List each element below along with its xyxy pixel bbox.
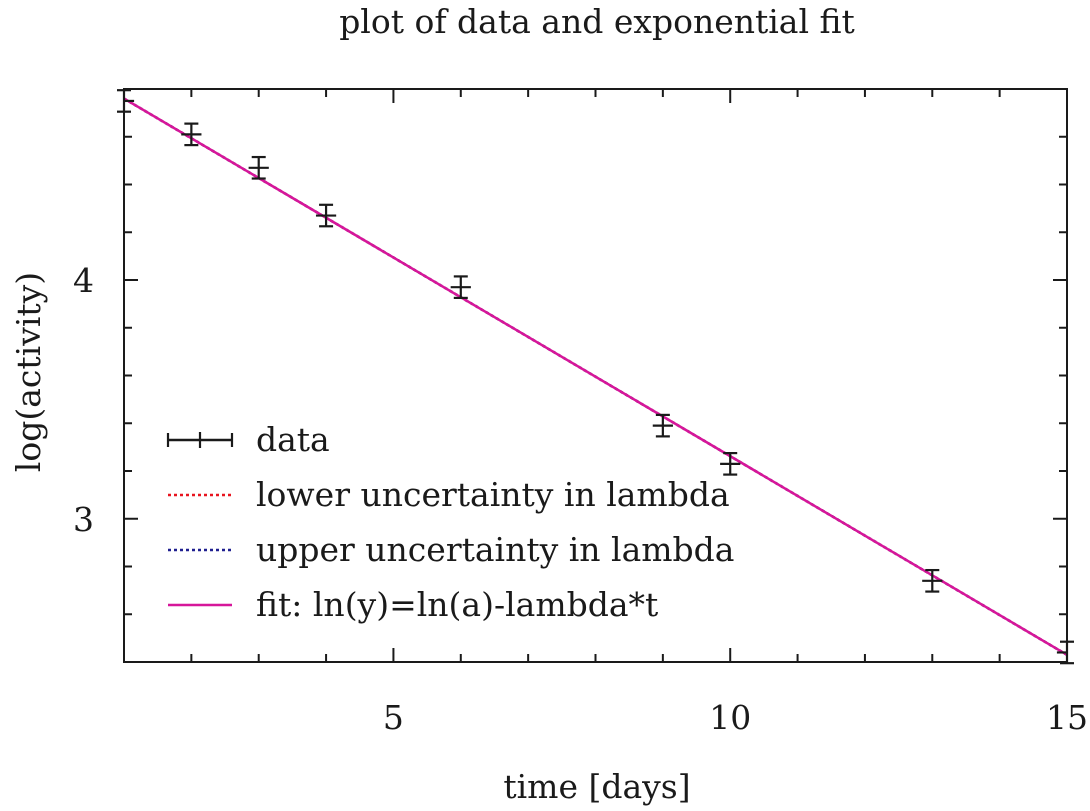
y-tick-label: 4	[73, 261, 94, 300]
data-point	[315, 203, 337, 228]
legend-entry: fit: ln(y)=ln(a)-lambda*t	[168, 585, 658, 624]
legend-entry: upper uncertainty in lambda	[168, 530, 734, 569]
x-tick-label: 10	[709, 698, 751, 737]
data-point	[720, 451, 741, 476]
data-point	[1056, 640, 1074, 665]
data-point	[117, 89, 135, 113]
legend-label: data	[256, 420, 330, 459]
series-lines	[123, 97, 1068, 656]
y-axis-label: log(activity)	[9, 272, 48, 472]
legend-label: lower uncertainty in lambda	[256, 475, 730, 514]
legend-entry: lower uncertainty in lambda	[168, 475, 730, 514]
legend-label: fit: ln(y)=ln(a)-lambda*t	[256, 585, 658, 624]
legend-entry: data	[166, 420, 330, 459]
y-tick-label: 3	[73, 500, 94, 539]
series-line-fit-ln-y-ln-a-lambda-t	[123, 97, 1068, 656]
data-point	[652, 413, 673, 438]
data-point	[450, 275, 471, 300]
minor-ticks	[124, 89, 1067, 662]
y-ticks: 34	[73, 261, 1067, 539]
data-points	[117, 89, 1074, 665]
chart-title: plot of data and exponential fit	[339, 2, 855, 41]
legend-label: upper uncertainty in lambda	[256, 530, 734, 569]
legend: data lower uncertainty in lambda upper unc…	[166, 420, 734, 624]
data-point	[248, 155, 269, 180]
data-point	[922, 568, 943, 593]
data-point	[181, 122, 202, 147]
x-ticks: 5 10 15	[383, 89, 1088, 737]
x-tick-label: 5	[383, 698, 404, 737]
x-tick-label: 15	[1046, 698, 1088, 737]
x-axis-label: time [days]	[503, 767, 690, 806]
